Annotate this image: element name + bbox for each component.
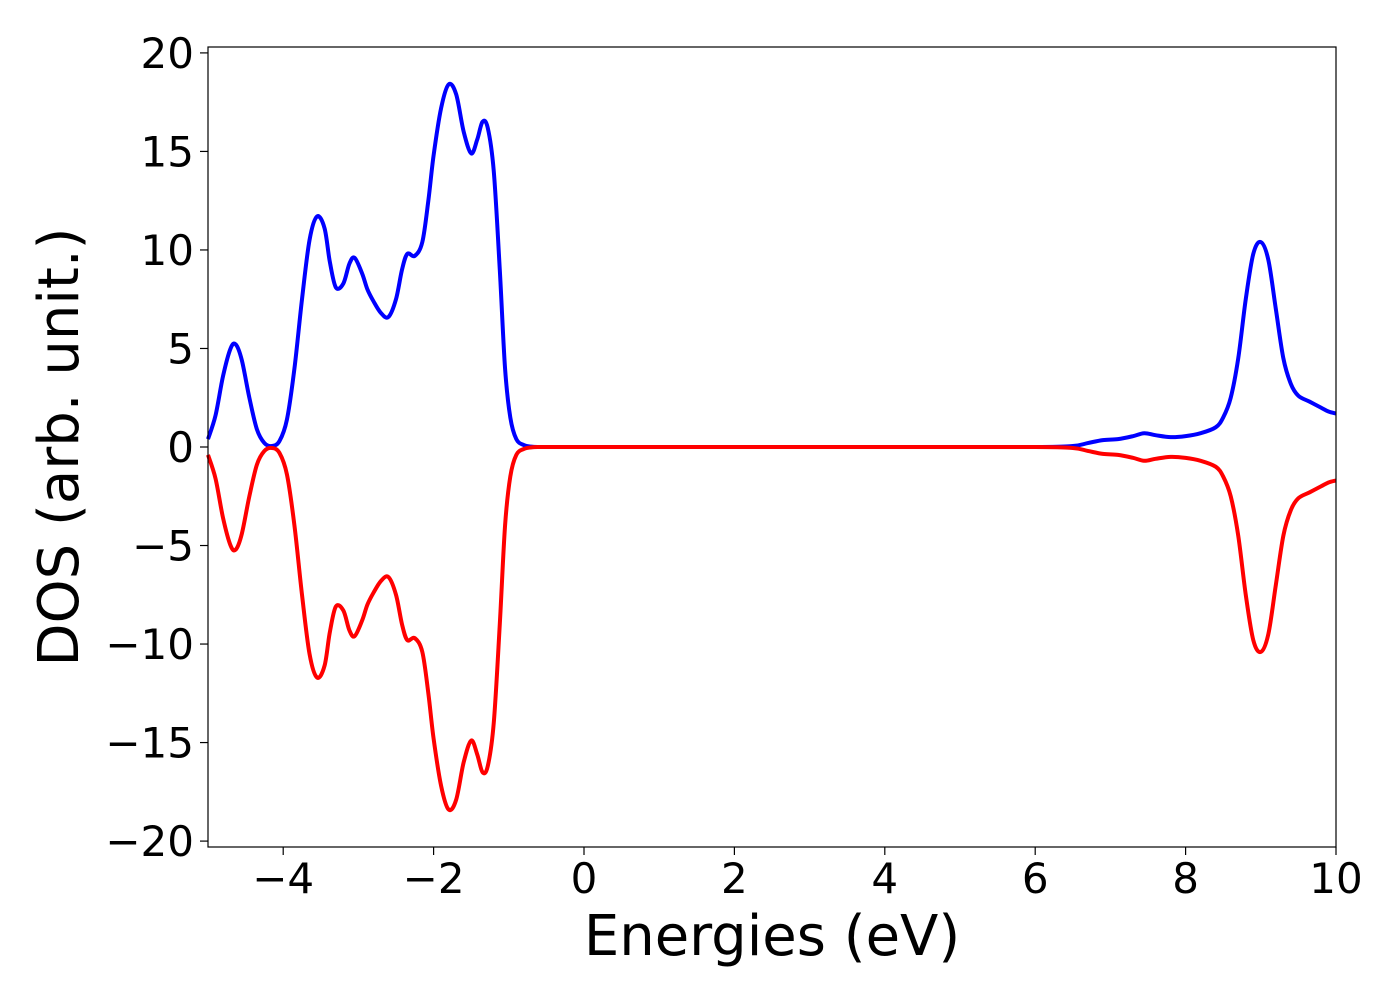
y-tick-label: 0 (167, 423, 194, 472)
y-tick-label: 20 (141, 29, 194, 78)
y-tick-label: −15 (105, 719, 194, 768)
x-tick-label: 10 (1309, 854, 1362, 903)
y-tick-label: 15 (141, 127, 194, 176)
series-line-0 (206, 81, 1337, 450)
y-axis-ticks: −20 −15 −10 −5 0 5 10 15 20 (105, 29, 208, 866)
x-tick-label: 8 (1172, 854, 1199, 903)
y-axis-label: DOS (arb. unit.) (27, 227, 92, 666)
y-tick-label: 10 (141, 226, 194, 275)
y-tick-label: −20 (105, 817, 194, 866)
x-tick-label: 4 (871, 854, 898, 903)
series-layer (206, 81, 1337, 813)
x-axis-label: Energies (eV) (584, 904, 960, 969)
x-tick-label: −4 (252, 854, 314, 903)
y-tick-label: 5 (167, 324, 194, 373)
x-tick-label: 0 (571, 854, 598, 903)
x-tick-label: −2 (403, 854, 465, 903)
x-axis-ticks: −4 −2 0 2 4 6 8 10 (252, 847, 1363, 903)
series-line-1 (206, 444, 1337, 813)
y-tick-label: −5 (132, 522, 194, 571)
x-tick-label: 2 (721, 854, 748, 903)
y-tick-label: −10 (105, 620, 194, 669)
x-tick-label: 6 (1022, 854, 1049, 903)
